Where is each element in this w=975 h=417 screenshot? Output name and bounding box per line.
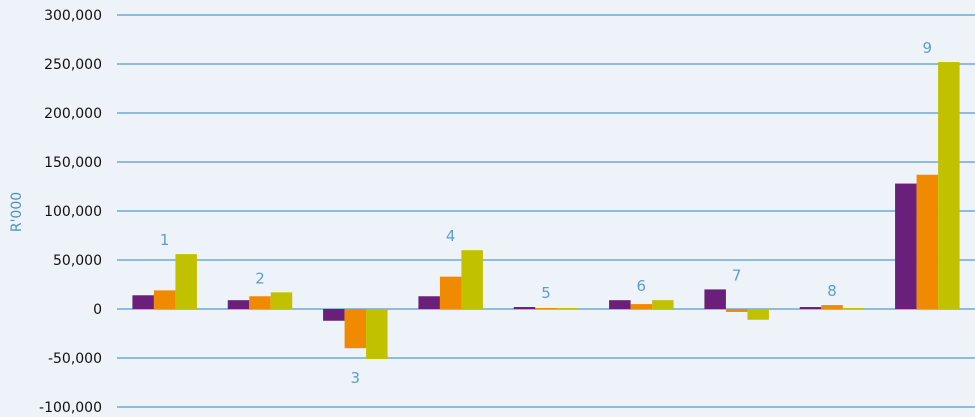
category-label: 2 bbox=[255, 269, 265, 287]
category-label: 7 bbox=[732, 266, 742, 284]
bar-7-series-1 bbox=[704, 289, 726, 309]
bar-5-series-2 bbox=[535, 308, 557, 310]
bar-9-series-3 bbox=[938, 62, 960, 309]
category-label: 9 bbox=[923, 39, 933, 57]
bar-8-series-2 bbox=[821, 305, 843, 309]
bar-1-series-1 bbox=[132, 295, 154, 309]
bar-8-series-1 bbox=[799, 307, 822, 309]
y-tick-label: 200,000 bbox=[44, 106, 102, 122]
category-label: 1 bbox=[160, 231, 170, 249]
bar-9-series-1 bbox=[895, 183, 917, 309]
category-label: 4 bbox=[446, 227, 456, 245]
bar-3-series-1 bbox=[323, 309, 345, 321]
y-tick-label: 150,000 bbox=[44, 155, 102, 171]
bar-6-series-1 bbox=[609, 300, 631, 309]
bar-5-series-1 bbox=[513, 307, 536, 309]
category-label: 3 bbox=[351, 369, 361, 387]
bar-7-series-3 bbox=[747, 309, 769, 320]
y-tick-label: 250,000 bbox=[44, 57, 102, 73]
y-axis-title: R'000 bbox=[9, 192, 25, 232]
bar-4-series-2 bbox=[439, 276, 462, 309]
y-tick-label: 300,000 bbox=[44, 8, 102, 24]
bar-8-series-3 bbox=[842, 308, 865, 310]
category-label: 6 bbox=[637, 277, 647, 295]
y-tick-label: 0 bbox=[93, 302, 102, 318]
y-tick-label: 100,000 bbox=[44, 204, 102, 220]
category-label: 8 bbox=[827, 282, 837, 300]
bar-2-series-2 bbox=[249, 296, 271, 309]
bar-2-series-3 bbox=[270, 292, 293, 309]
bar-3-series-2 bbox=[344, 309, 367, 349]
bar-9-series-2 bbox=[916, 174, 939, 309]
bar-6-series-3 bbox=[652, 300, 674, 309]
bar-3-series-3 bbox=[366, 309, 388, 359]
y-tick-label: 50,000 bbox=[53, 253, 102, 269]
bar-1-series-3 bbox=[175, 254, 197, 309]
bar-7-series-2 bbox=[725, 309, 748, 312]
y-axis-ticks: 300,000 250,000 200,000 150,000 100,000 50,00… bbox=[39, 8, 102, 416]
category-label: 5 bbox=[541, 284, 551, 302]
bar-1-series-2 bbox=[153, 290, 176, 309]
y-tick-label: -100,000 bbox=[39, 400, 102, 416]
y-tick-label: -50,000 bbox=[48, 351, 102, 367]
bar-4-series-3 bbox=[461, 250, 483, 309]
bars bbox=[132, 62, 960, 359]
bar-6-series-2 bbox=[630, 304, 653, 309]
bar-4-series-1 bbox=[418, 296, 440, 309]
bar-5-series-3 bbox=[556, 308, 579, 310]
bar-2-series-1 bbox=[227, 300, 250, 309]
grid-lines bbox=[117, 14, 975, 408]
category-labels: 1 2 3 4 5 6 7 8 9 bbox=[160, 39, 932, 387]
